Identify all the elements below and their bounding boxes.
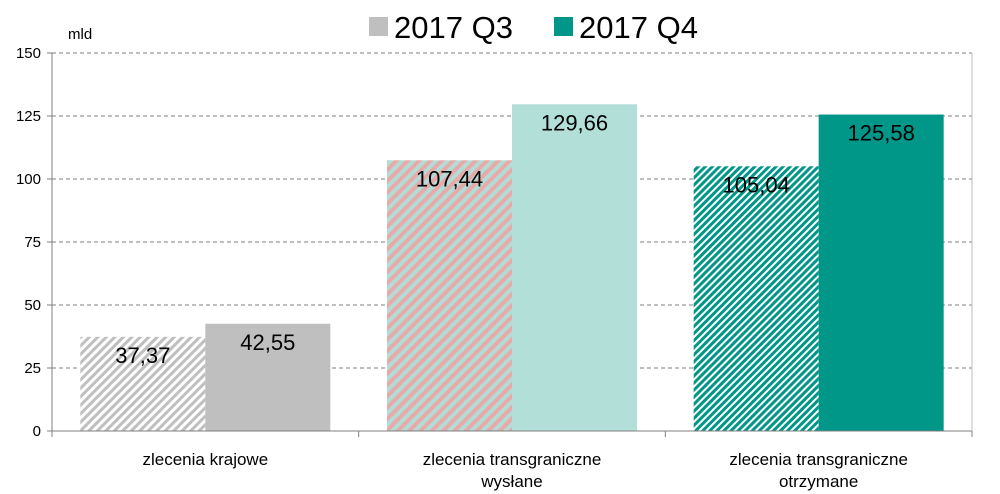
legend-swatch-q4 <box>554 17 573 36</box>
x-category-label: otrzymane <box>779 472 858 491</box>
bar-q4-1 <box>512 104 637 431</box>
x-category-label: zlecenia krajowe <box>142 450 268 469</box>
unit-label: mld <box>68 26 92 43</box>
bar-q3-0 <box>80 336 206 431</box>
y-tick-label: 125 <box>16 108 41 125</box>
x-category-label: zlecenia transgraniczne <box>729 450 908 469</box>
data-label: 125,58 <box>848 121 915 146</box>
data-label: 105,04 <box>723 172 790 197</box>
y-tick-label: 50 <box>24 297 41 314</box>
legend-swatch-q3 <box>369 17 388 36</box>
legend-label-q3: 2017 Q3 <box>394 10 513 45</box>
legend-label-q4: 2017 Q4 <box>579 10 698 45</box>
axes: 0 25 50 75 100 125 150 zlecenia krajowe zlecenia… <box>16 45 973 491</box>
bar-q3-1 <box>387 160 512 431</box>
bar-q4-2 <box>818 114 944 432</box>
data-label: 42,55 <box>240 330 295 355</box>
y-tick-label: 75 <box>24 234 41 251</box>
bars <box>80 104 944 432</box>
x-category-label: wysłane <box>480 472 542 491</box>
y-tick-label: 150 <box>16 45 41 62</box>
data-label: 37,37 <box>115 343 170 368</box>
data-labels: 37,37 42,55 107,44 129,66 105,04 125,58 <box>115 110 915 368</box>
data-label: 129,66 <box>541 110 608 135</box>
y-tick-label: 0 <box>33 423 41 440</box>
bar-q4-0 <box>205 323 331 431</box>
data-label: 107,44 <box>416 166 483 191</box>
bar-q3-2 <box>693 166 819 431</box>
x-category-label: zlecenia transgraniczne <box>423 450 602 469</box>
y-tick-label: 25 <box>24 360 41 377</box>
legend: 2017 Q3 2017 Q4 <box>369 10 698 45</box>
y-tick-label: 100 <box>16 171 41 188</box>
